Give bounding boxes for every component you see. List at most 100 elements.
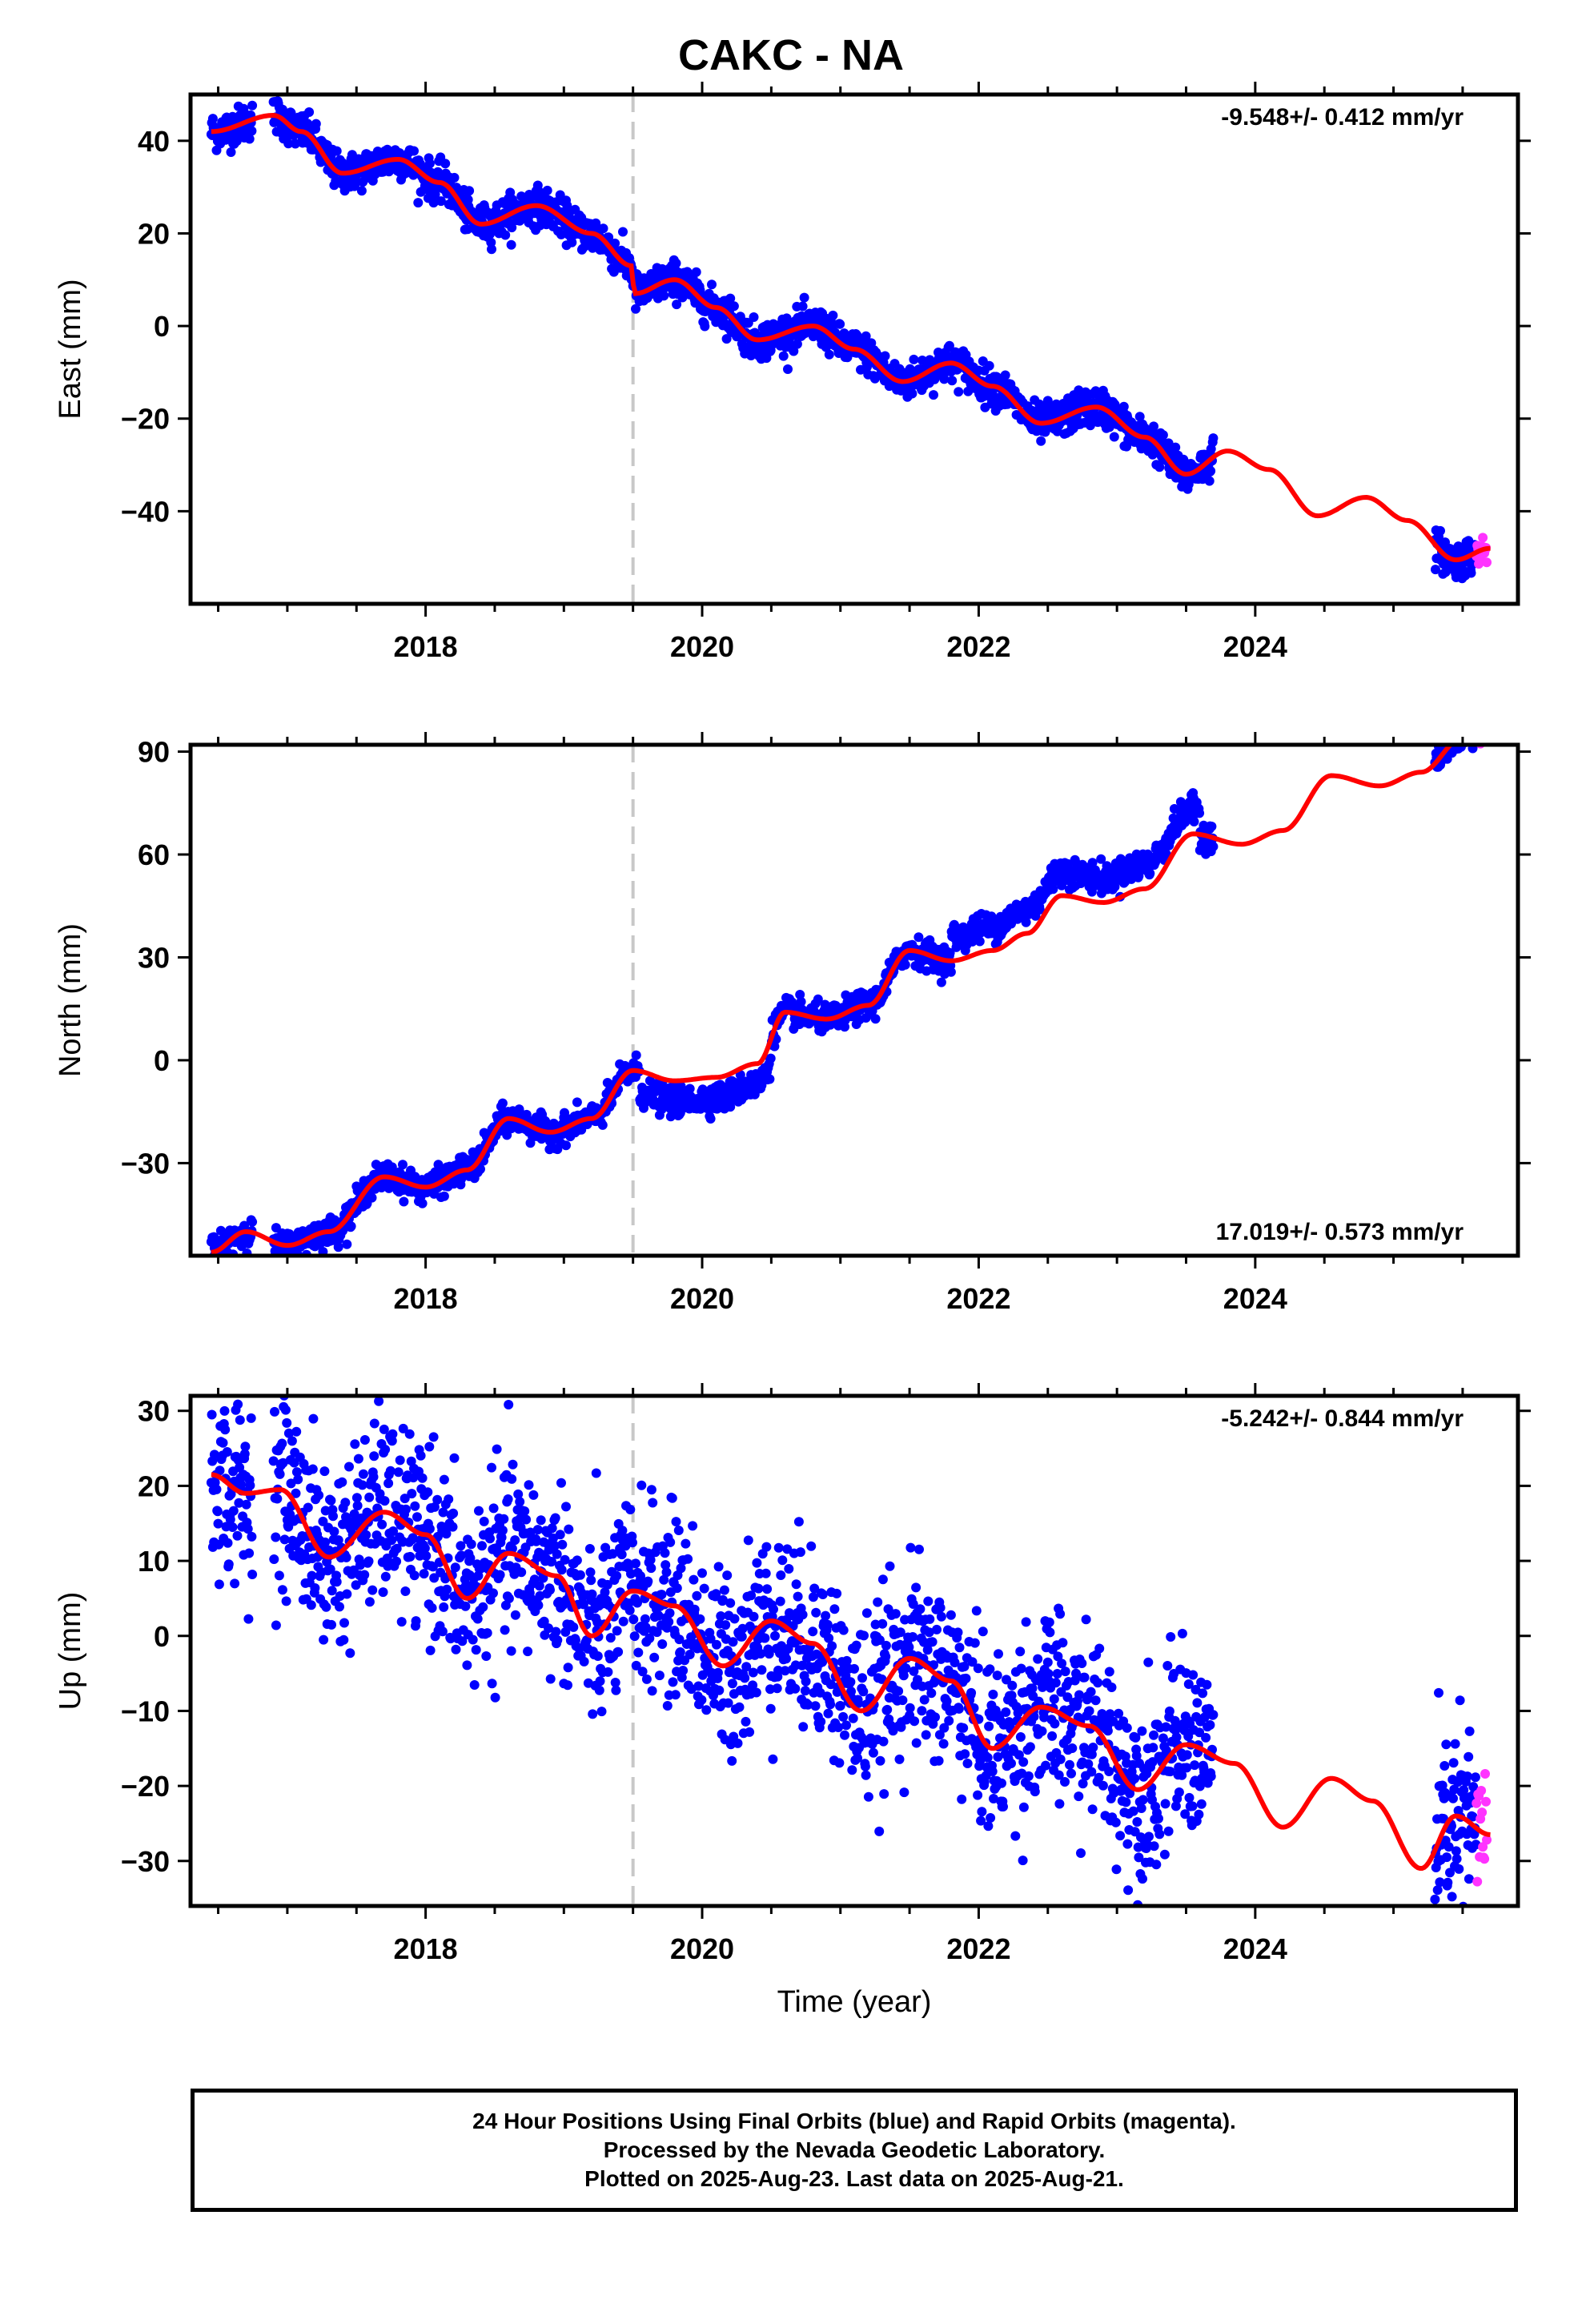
data-point	[608, 1549, 618, 1559]
data-point	[246, 1413, 256, 1423]
data-point	[1000, 370, 1010, 380]
velocity-rate-label: -9.548+/- 0.412 mm/yr	[1221, 104, 1464, 131]
data-point	[492, 1444, 502, 1454]
rapid-point	[1482, 733, 1492, 742]
data-point	[640, 1614, 650, 1624]
data-point	[560, 1626, 571, 1637]
data-point	[398, 1423, 408, 1433]
data-point	[380, 1445, 391, 1454]
data-point	[342, 1589, 352, 1599]
data-point	[521, 1514, 532, 1525]
data-point	[544, 1623, 553, 1634]
data-point	[439, 1474, 449, 1485]
x-tick-label: 2018	[394, 1282, 458, 1315]
data-point	[207, 1409, 217, 1420]
data-point	[745, 1727, 755, 1737]
data-point	[226, 147, 236, 157]
data-point	[423, 1487, 433, 1498]
chart-title: CAKC - NA	[678, 31, 904, 79]
rapid-point	[1474, 559, 1484, 569]
data-point	[700, 321, 710, 332]
data-point	[636, 1480, 647, 1490]
data-point	[556, 1565, 567, 1575]
data-point	[721, 1620, 731, 1630]
data-point	[424, 159, 435, 169]
data-point	[610, 238, 620, 248]
data-point	[533, 1600, 544, 1610]
data-point	[440, 159, 451, 169]
y-axis-label: East (mm)	[54, 279, 87, 419]
data-point	[741, 1662, 752, 1672]
data-point	[472, 1614, 483, 1624]
data-point	[640, 1622, 651, 1632]
data-point	[1459, 728, 1468, 738]
data-point	[662, 1701, 673, 1711]
data-point	[374, 1396, 384, 1406]
data-point	[474, 1506, 484, 1516]
data-point	[304, 107, 315, 117]
data-point	[628, 1614, 639, 1625]
data-point	[400, 1586, 411, 1596]
y-tick-label: 20	[138, 217, 170, 250]
data-point	[342, 1239, 352, 1249]
data-point	[701, 1705, 712, 1715]
data-point	[209, 1232, 219, 1242]
data-point	[506, 239, 516, 250]
data-point	[659, 1574, 669, 1585]
data-point	[649, 1652, 660, 1663]
data-point	[277, 1585, 287, 1595]
data-point	[1208, 842, 1219, 852]
data-point	[331, 146, 342, 156]
data-point	[668, 1677, 678, 1687]
data-point	[528, 1490, 539, 1500]
data-point	[737, 1623, 748, 1634]
model-curve	[211, 745, 1454, 1255]
data-point	[428, 198, 439, 208]
data-point	[319, 1634, 329, 1645]
data-point	[303, 1502, 313, 1513]
data-point	[705, 1634, 716, 1644]
data-point	[672, 1583, 682, 1594]
data-point	[461, 1580, 472, 1590]
data-point	[405, 1551, 416, 1562]
data-point	[490, 1692, 500, 1703]
data-point	[283, 139, 294, 149]
data-point	[408, 1533, 418, 1543]
data-point	[641, 1674, 652, 1684]
data-point	[1470, 731, 1480, 741]
data-point	[235, 1462, 245, 1473]
data-point	[1204, 476, 1215, 486]
data-point	[716, 1611, 726, 1621]
data-point	[430, 189, 440, 199]
data-point	[457, 1636, 468, 1647]
data-point	[327, 1619, 336, 1630]
data-point	[212, 1506, 223, 1517]
data-point	[364, 1492, 375, 1502]
data-point	[428, 1432, 439, 1442]
data-point	[287, 1436, 297, 1446]
data-point	[401, 1504, 411, 1514]
data-point	[631, 304, 640, 314]
data-point	[733, 1738, 743, 1748]
data-point	[1469, 730, 1479, 740]
data-point	[507, 1543, 517, 1554]
data-point	[271, 1532, 281, 1542]
data-point	[656, 1590, 667, 1600]
data-point	[448, 1508, 459, 1518]
data-point	[456, 1541, 466, 1551]
data-point	[280, 1405, 291, 1415]
data-point	[281, 1596, 291, 1606]
data-point	[471, 1645, 481, 1655]
data-point	[560, 1554, 570, 1565]
data-point	[486, 237, 496, 247]
data-point	[442, 1584, 452, 1594]
data-point	[387, 1429, 398, 1439]
data-point	[308, 1413, 319, 1424]
data-point	[406, 1456, 416, 1466]
data-point	[234, 1498, 244, 1508]
data-point	[551, 1626, 561, 1637]
x-tick-label: 2022	[946, 630, 1010, 663]
rapid-point	[1472, 734, 1481, 744]
data-point	[1149, 421, 1158, 432]
